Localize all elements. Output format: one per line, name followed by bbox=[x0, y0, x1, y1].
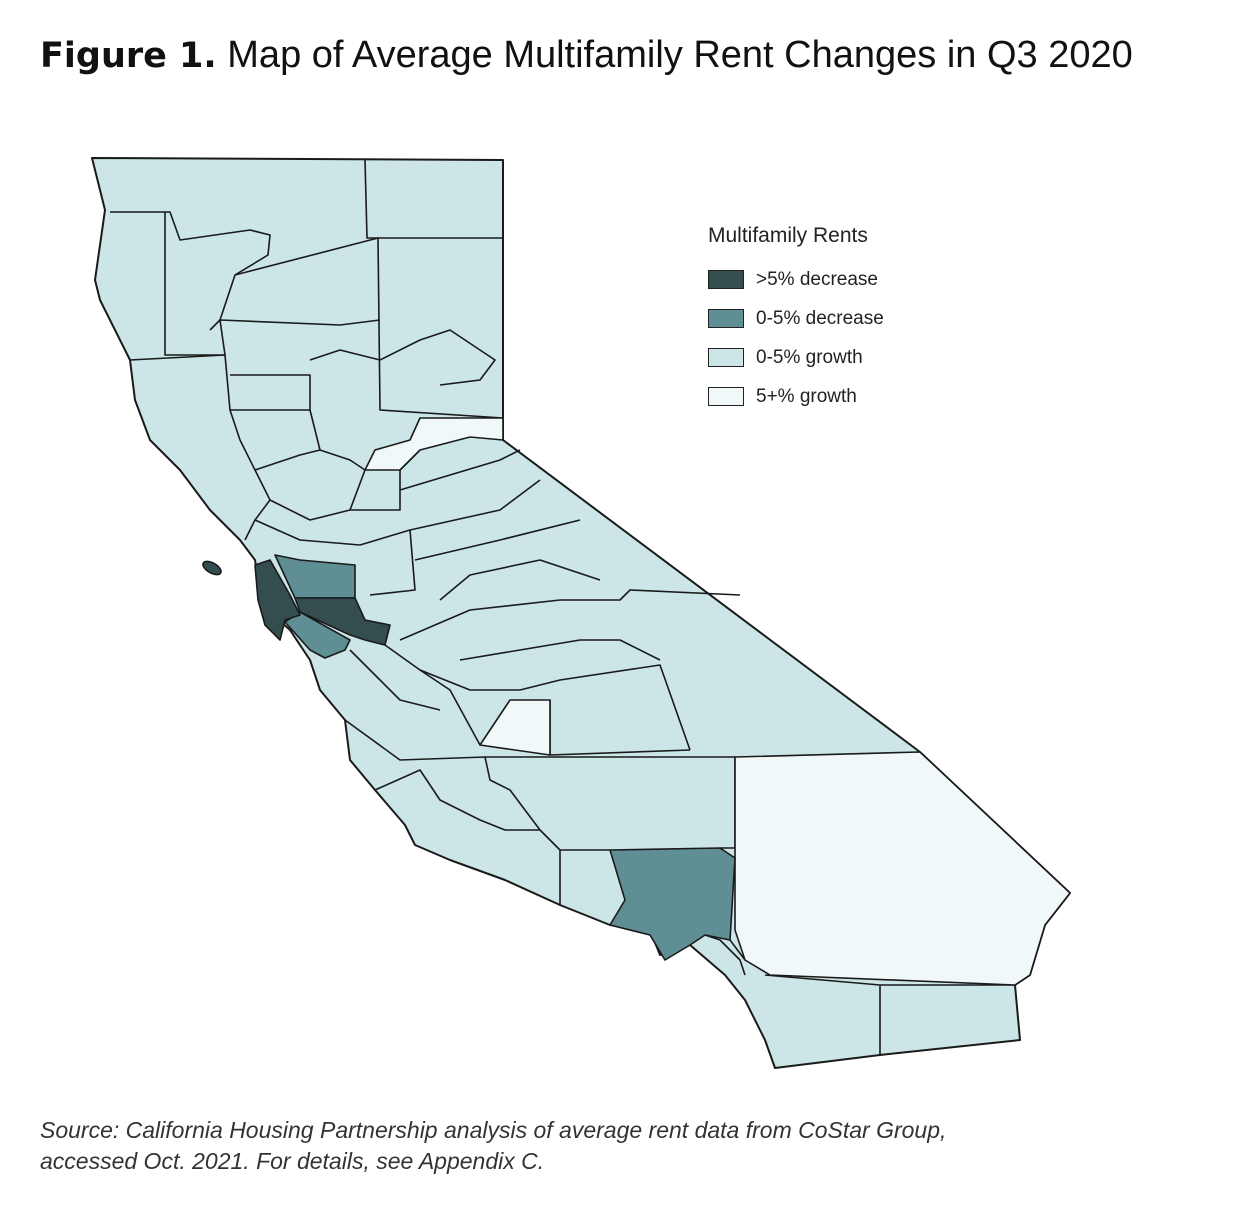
legend-label: 0-5% decrease bbox=[756, 307, 884, 329]
figure-title-text: Map of Average Multifamily Rent Changes … bbox=[216, 34, 1133, 76]
legend-item: >5% decrease bbox=[708, 260, 884, 299]
legend-item: 5+% growth bbox=[708, 377, 884, 416]
source-line: Source: California Housing Partnership a… bbox=[40, 1117, 947, 1143]
county-5plus-growth bbox=[364, 417, 504, 471]
map-legend: Multifamily Rents >5% decrease 0-5% decr… bbox=[708, 224, 884, 416]
legend-swatch bbox=[708, 348, 744, 367]
legend-label: 0-5% growth bbox=[756, 346, 863, 368]
source-line: accessed Oct. 2021. For details, see App… bbox=[40, 1148, 545, 1174]
legend-swatch bbox=[708, 270, 744, 289]
legend-label: 5+% growth bbox=[756, 385, 857, 407]
legend-title: Multifamily Rents bbox=[708, 224, 868, 247]
legend-label: >5% decrease bbox=[756, 268, 878, 290]
figure-label: Figure 1. bbox=[40, 36, 217, 76]
county-over-5-decrease bbox=[294, 597, 391, 646]
county-0-5-decrease bbox=[274, 554, 356, 599]
county-5plus-growth bbox=[479, 699, 551, 756]
source-note: Source: California Housing Partnership a… bbox=[40, 1115, 1190, 1177]
farallon-islands bbox=[202, 560, 222, 576]
figure-title: Figure 1. Map of Average Multifamily Ren… bbox=[40, 34, 1133, 77]
county-0-5-decrease bbox=[609, 847, 736, 961]
legend-item: 0-5% decrease bbox=[708, 299, 884, 338]
county-over-5-decrease bbox=[254, 559, 301, 641]
county-borders bbox=[110, 159, 1015, 1055]
county-5plus-growth bbox=[734, 751, 1071, 986]
legend-item: 0-5% growth bbox=[708, 338, 884, 377]
legend-swatch bbox=[708, 387, 744, 406]
legend-swatch bbox=[708, 309, 744, 328]
